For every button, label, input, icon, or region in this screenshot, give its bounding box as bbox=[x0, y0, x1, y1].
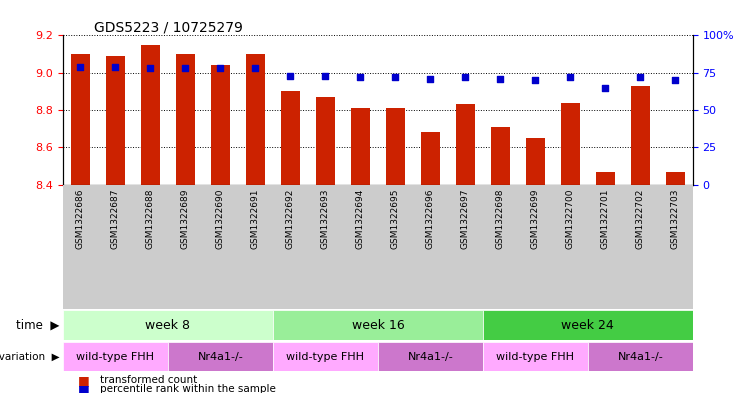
Point bbox=[599, 84, 611, 91]
Bar bbox=[665, 172, 685, 185]
Bar bbox=[273, 310, 483, 340]
Text: Nr4a1-/-: Nr4a1-/- bbox=[408, 352, 453, 362]
Bar bbox=[561, 103, 580, 185]
Bar bbox=[483, 342, 588, 371]
Bar bbox=[316, 97, 335, 185]
Text: GSM1322703: GSM1322703 bbox=[671, 188, 679, 249]
Point bbox=[319, 73, 331, 79]
Text: week 24: week 24 bbox=[562, 319, 614, 332]
Bar bbox=[246, 54, 265, 185]
Text: GSM1322691: GSM1322691 bbox=[251, 188, 260, 249]
Text: ■: ■ bbox=[78, 382, 90, 393]
Text: GSM1322692: GSM1322692 bbox=[286, 188, 295, 249]
Bar bbox=[588, 342, 693, 371]
Bar bbox=[526, 138, 545, 185]
Bar bbox=[176, 54, 195, 185]
Point bbox=[110, 64, 122, 70]
Bar bbox=[483, 310, 693, 340]
Text: GSM1322697: GSM1322697 bbox=[461, 188, 470, 249]
Bar bbox=[350, 108, 370, 185]
Point bbox=[529, 77, 541, 83]
Point bbox=[215, 65, 227, 72]
Bar bbox=[596, 172, 615, 185]
Bar bbox=[168, 342, 273, 371]
Point bbox=[494, 75, 506, 82]
Point bbox=[390, 74, 402, 80]
Text: GSM1322698: GSM1322698 bbox=[496, 188, 505, 249]
Text: ■: ■ bbox=[78, 374, 90, 387]
Text: wild-type FHH: wild-type FHH bbox=[76, 352, 154, 362]
Bar bbox=[421, 132, 440, 185]
Text: GSM1322702: GSM1322702 bbox=[636, 188, 645, 249]
FancyBboxPatch shape bbox=[63, 185, 693, 309]
Point bbox=[669, 77, 681, 83]
Point bbox=[250, 65, 262, 72]
Point bbox=[75, 64, 87, 70]
Bar bbox=[281, 92, 300, 185]
Point bbox=[285, 73, 296, 79]
Text: GSM1322694: GSM1322694 bbox=[356, 188, 365, 249]
Point bbox=[565, 74, 576, 80]
Text: GSM1322693: GSM1322693 bbox=[321, 188, 330, 249]
Text: GSM1322699: GSM1322699 bbox=[531, 188, 540, 249]
Bar bbox=[106, 56, 125, 185]
Text: GSM1322695: GSM1322695 bbox=[391, 188, 400, 249]
Text: wild-type FHH: wild-type FHH bbox=[287, 352, 365, 362]
Text: week 16: week 16 bbox=[351, 319, 405, 332]
Text: wild-type FHH: wild-type FHH bbox=[496, 352, 574, 362]
Bar bbox=[63, 310, 273, 340]
Bar bbox=[141, 45, 160, 185]
Text: Nr4a1-/-: Nr4a1-/- bbox=[198, 352, 243, 362]
Bar bbox=[63, 342, 168, 371]
Text: percentile rank within the sample: percentile rank within the sample bbox=[100, 384, 276, 393]
Text: GSM1322689: GSM1322689 bbox=[181, 188, 190, 249]
Bar bbox=[631, 86, 650, 185]
Text: GSM1322696: GSM1322696 bbox=[426, 188, 435, 249]
Text: time  ▶: time ▶ bbox=[16, 319, 59, 332]
Text: GSM1322686: GSM1322686 bbox=[76, 188, 85, 249]
Text: transformed count: transformed count bbox=[100, 375, 197, 386]
Point bbox=[425, 75, 436, 82]
Text: GDS5223 / 10725279: GDS5223 / 10725279 bbox=[95, 20, 243, 34]
Point bbox=[354, 74, 366, 80]
Text: genotype/variation  ▶: genotype/variation ▶ bbox=[0, 352, 59, 362]
Bar bbox=[378, 342, 483, 371]
Text: GSM1322700: GSM1322700 bbox=[566, 188, 575, 249]
Text: GSM1322701: GSM1322701 bbox=[601, 188, 610, 249]
Bar bbox=[491, 127, 510, 185]
Text: GSM1322688: GSM1322688 bbox=[146, 188, 155, 249]
Bar bbox=[211, 65, 230, 185]
Point bbox=[144, 65, 156, 72]
Bar bbox=[386, 108, 405, 185]
Bar bbox=[71, 54, 90, 185]
Text: GSM1322690: GSM1322690 bbox=[216, 188, 225, 249]
Bar bbox=[456, 105, 475, 185]
Bar bbox=[273, 342, 378, 371]
Text: Nr4a1-/-: Nr4a1-/- bbox=[617, 352, 663, 362]
Text: GSM1322687: GSM1322687 bbox=[111, 188, 120, 249]
Point bbox=[459, 74, 471, 80]
Point bbox=[179, 65, 191, 72]
Point bbox=[634, 74, 646, 80]
Text: week 8: week 8 bbox=[145, 319, 190, 332]
